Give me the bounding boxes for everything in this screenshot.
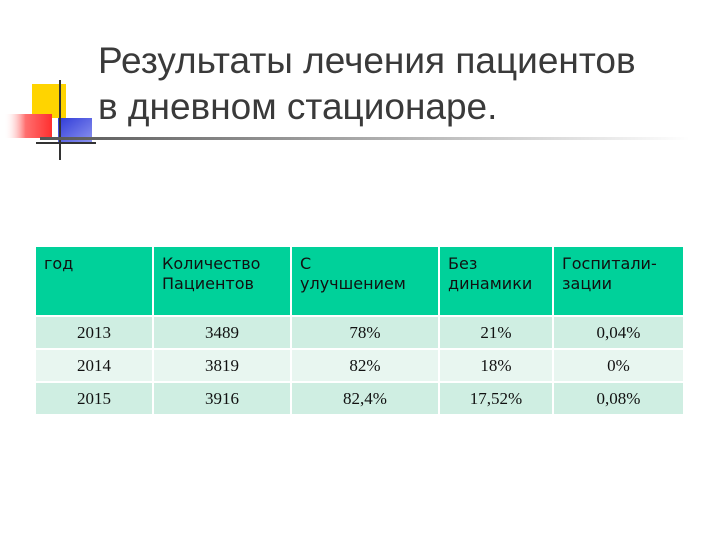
cell-year: 2013 [36,317,154,350]
title-underline [40,137,690,140]
cell-improved: 78% [292,317,440,350]
page-title: Результаты лечения пациентов в дневном с… [98,38,698,130]
cell-improved: 82% [292,350,440,383]
header-patient-count: Количество Пациентов [154,247,292,317]
header-year: год [36,247,154,317]
cell-hospitalization: 0,04% [554,317,683,350]
cell-patient-count: 3916 [154,383,292,416]
cell-patient-count: 3489 [154,317,292,350]
header-no-change: Без динамики [440,247,554,317]
table-row: 2015 3916 82,4% 17,52% 0,08% [36,383,683,416]
corner-logo-icon [4,80,96,160]
cell-hospitalization: 0,08% [554,383,683,416]
table-row: 2014 3819 82% 18% 0% [36,350,683,383]
table-row: 2013 3489 78% 21% 0,04% [36,317,683,350]
cell-year: 2014 [36,350,154,383]
header-hospitalization: Госпитали-зации [554,247,683,317]
cell-improved: 82,4% [292,383,440,416]
cell-patient-count: 3819 [154,350,292,383]
cell-no-change: 17,52% [440,383,554,416]
cell-year: 2015 [36,383,154,416]
cell-no-change: 21% [440,317,554,350]
cell-hospitalization: 0% [554,350,683,383]
title-line-1: Результаты лечения пациентов [98,40,636,81]
cell-no-change: 18% [440,350,554,383]
title-line-2: в дневном стационаре. [98,86,498,127]
